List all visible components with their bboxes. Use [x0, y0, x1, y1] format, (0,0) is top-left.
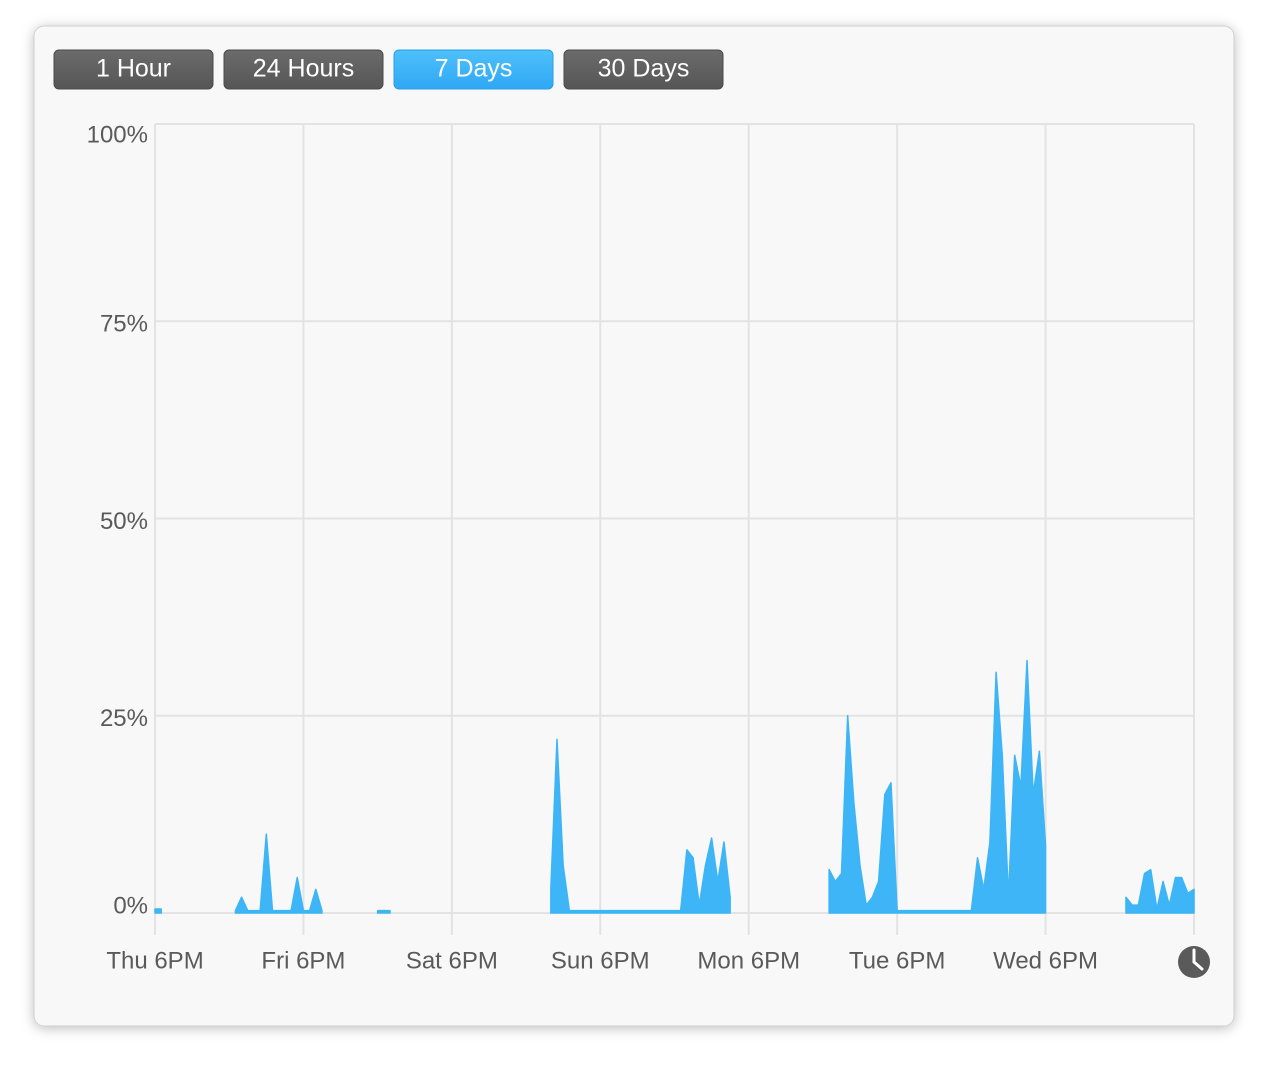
plot: [154, 659, 1195, 914]
range-button[interactable]: 30 Days: [563, 49, 724, 90]
x-tick-label: Mon 6PM: [697, 947, 800, 974]
button-bg[interactable]: [563, 49, 724, 90]
range-button[interactable]: 7 Days: [393, 49, 554, 90]
range-buttons: 1 Hour 24 Hours 7 Days 30 Days: [53, 49, 724, 90]
panel: [33, 25, 1235, 1027]
x-tick-label: Tue 6PM: [849, 947, 945, 974]
range-button[interactable]: 24 Hours: [223, 49, 384, 90]
button-bg[interactable]: [53, 49, 214, 90]
x-tick-label: Sat 6PM: [406, 947, 498, 974]
button-bg[interactable]: [223, 49, 384, 90]
y-tick-label: 25%: [100, 705, 148, 732]
button-label[interactable]: 1 Hour: [96, 55, 171, 83]
clock-icon[interactable]: [1178, 946, 1210, 978]
button-bg[interactable]: [393, 49, 554, 90]
usage-area: [154, 659, 1195, 914]
button-label[interactable]: 7 Days: [435, 55, 513, 83]
y-tick-label: 100%: [87, 121, 148, 148]
x-tick-label: Wed 6PM: [993, 947, 1098, 974]
y-tick-label: 75%: [100, 311, 148, 338]
button-label[interactable]: 30 Days: [598, 55, 690, 83]
x-tick-label: Thu 6PM: [106, 947, 203, 974]
range-button[interactable]: 1 Hour: [53, 49, 214, 90]
y-tick-label: 50%: [100, 508, 148, 535]
x-tick-label: Sun 6PM: [551, 947, 650, 974]
grid: 0% 25% 50% 75% 100% Thu 6PM Fri 6PM Sat 6PM Sun …: [87, 121, 1195, 974]
button-label[interactable]: 24 Hours: [253, 55, 354, 83]
x-tick-label: Fri 6PM: [261, 947, 345, 974]
y-tick-label: 0%: [113, 892, 148, 919]
